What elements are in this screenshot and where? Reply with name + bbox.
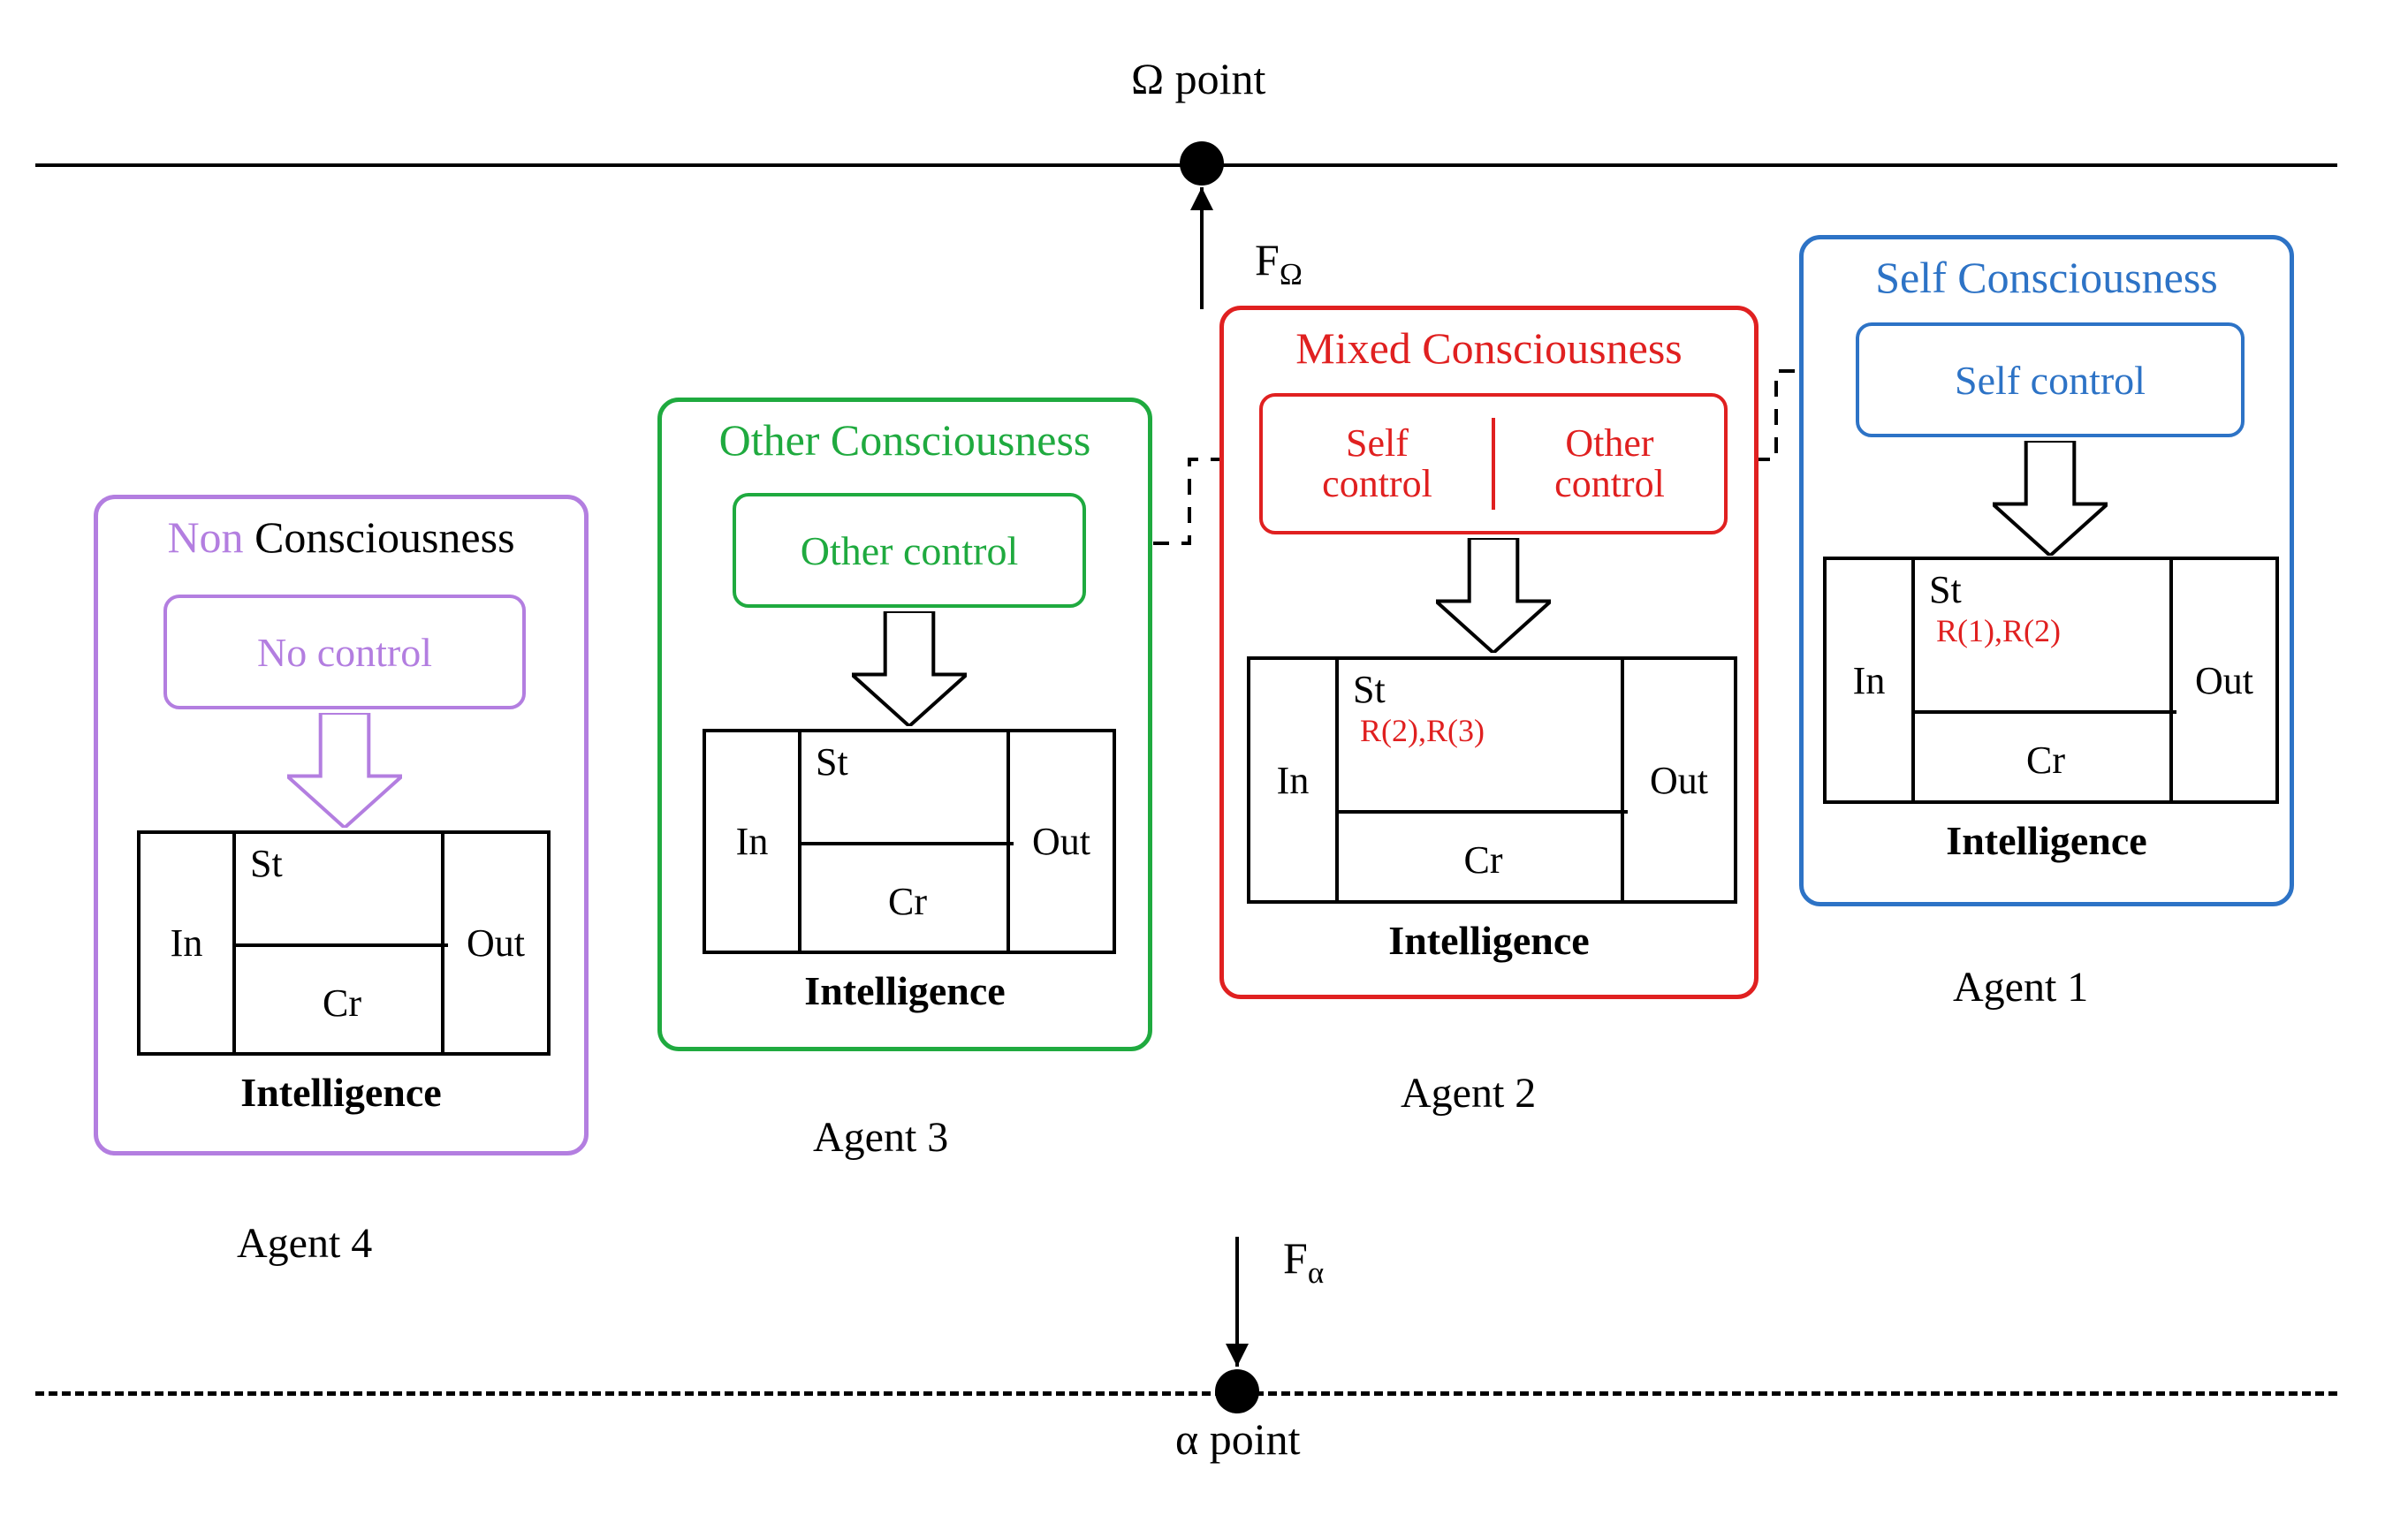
intel-in: In [1827,560,1915,800]
agent-2-control: SelfcontrolOthercontrol [1259,393,1728,534]
intel-out: Out [441,834,547,1052]
agent-3-control: Other control [733,493,1086,608]
intel-out: Out [1006,732,1113,951]
agent-2-intelligence: In OutStR(2),R(3)Cr [1247,656,1737,904]
agent-2-caption: Agent 2 [1401,1069,1536,1118]
intel-cr: Cr [236,947,448,1060]
agent-4-intelligence: InOutStCr [137,830,551,1056]
agent-3-title: Other Consciousness [662,414,1148,466]
down-arrow-icon [1993,441,2108,560]
intel-out: Out [1621,660,1734,900]
agent-2-title: Mixed Consciousness [1224,322,1754,374]
alpha-line [35,1391,2337,1396]
intel-cr: Cr [1915,714,2176,807]
intel-st: St [801,732,1014,845]
agent-4-control: No control [163,595,526,709]
omega-point-label: Ω point [1131,53,1265,104]
intel-cr: Cr [801,845,1014,958]
agent-3-caption: Agent 3 [813,1113,948,1162]
down-arrow-icon [287,713,402,832]
intelligence-label: Intelligence [1804,817,2290,864]
agent-4-title: Non Consciousness [98,511,584,563]
intel-in: In [141,834,236,1052]
intel-in: In [1250,660,1339,900]
intel-cr: Cr [1339,814,1628,907]
force-alpha-label: Fα [1283,1232,1324,1291]
down-arrow-icon [852,611,967,731]
self-control-cell: Selfcontrol [1263,418,1495,510]
intelligence-label: Intelligence [1224,917,1754,964]
consciousness-diagram: Ω point FΩ α point Fα Self Consciousness… [0,0,2408,1538]
agent-3-card: Other Consciousness Other control In OutStC… [657,398,1152,1051]
down-arrow-icon [1436,538,1551,657]
intelligence-label: Intelligence [662,967,1148,1014]
agent-1-title: Self Consciousness [1804,252,2290,303]
agent-4-caption: Agent 4 [237,1219,372,1268]
intelligence-label: Intelligence [98,1069,584,1116]
agent-2-card: Mixed Consciousness SelfcontrolOthercontr… [1219,306,1759,999]
intel-in: In [706,732,801,951]
agent-1-intelligence: In OutStR(1),R(2)Cr [1823,557,2279,804]
intel-st: StR(1),R(2) [1915,560,2176,714]
intel-st: StR(2),R(3) [1339,660,1628,814]
other-control-cell: Othercontrol [1495,418,1724,510]
agent-3-intelligence: InOutStCr [703,729,1116,954]
agent-1-caption: Agent 1 [1953,963,2088,1011]
force-omega-label: FΩ [1255,234,1303,292]
intel-out: Out [2169,560,2275,800]
agent-1-control: Self control [1856,322,2245,437]
intel-st: St [236,834,448,947]
alpha-point-dot [1215,1369,1259,1413]
agent-1-card: Self Consciousness Self control In OutStR(1… [1799,235,2294,906]
omega-point-dot [1180,141,1224,186]
alpha-point-label: α point [1175,1413,1300,1465]
agent-4-card: Non Consciousness No control In OutStCr Inte… [94,495,589,1155]
